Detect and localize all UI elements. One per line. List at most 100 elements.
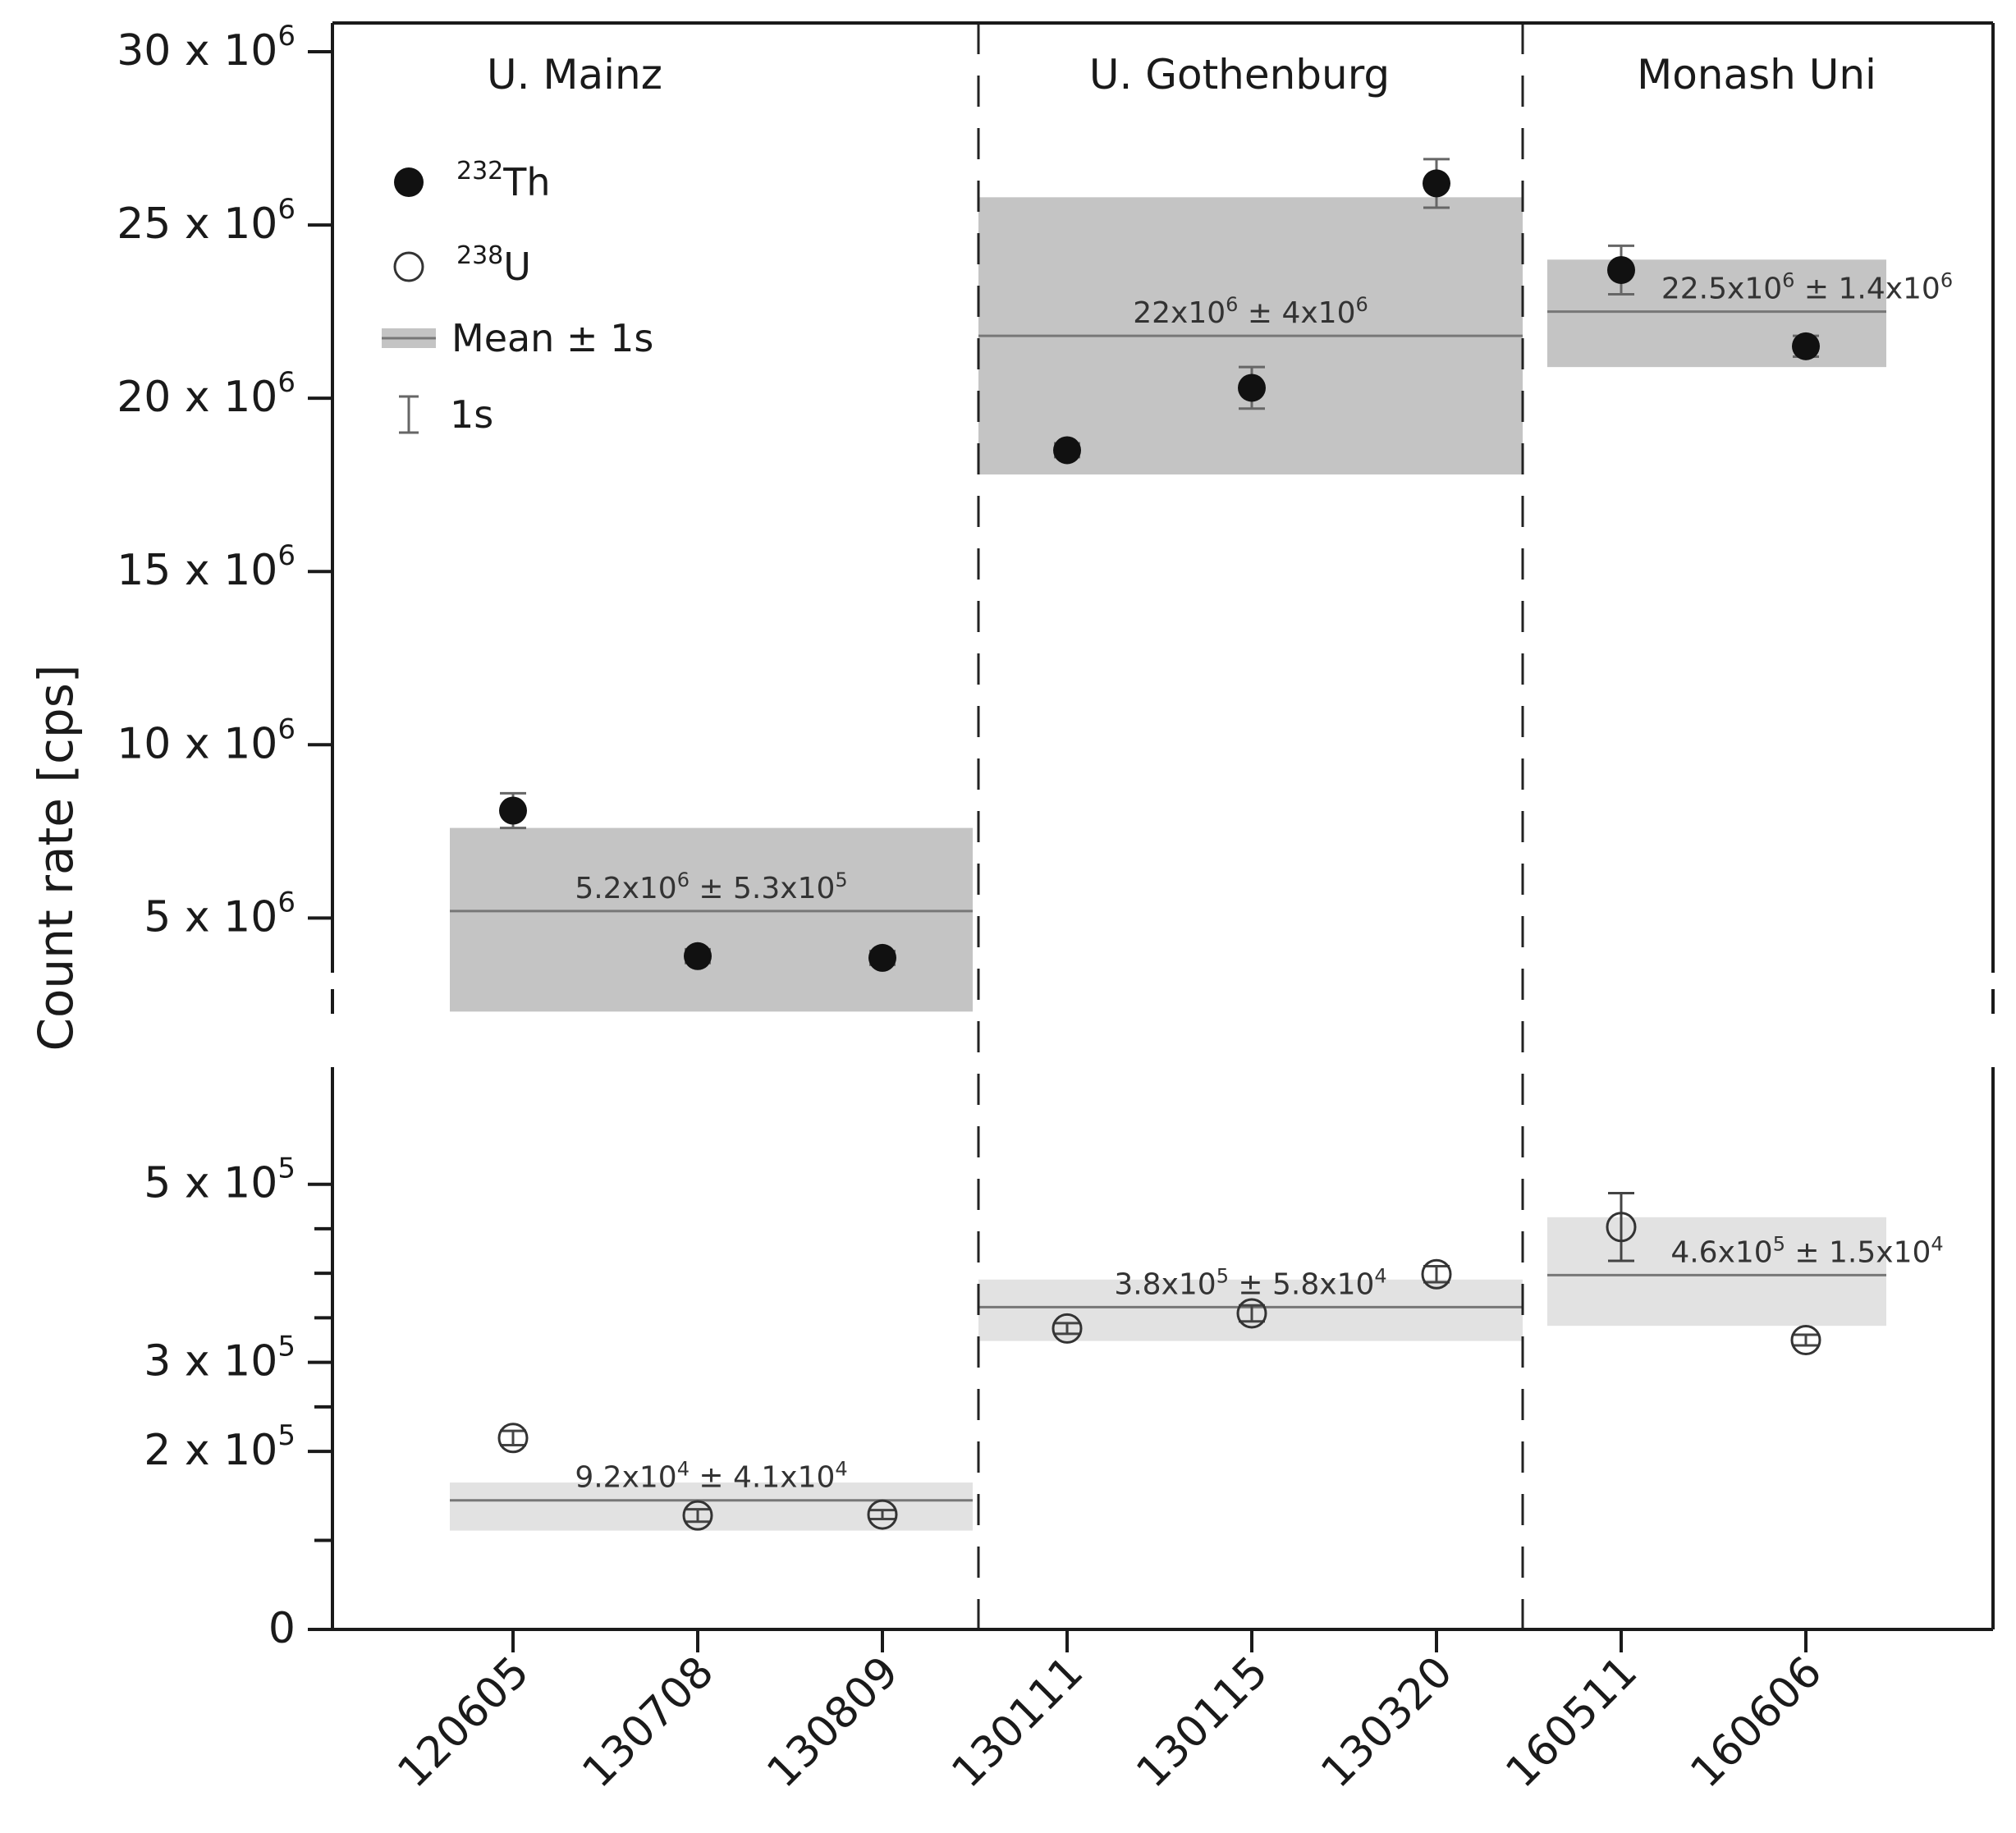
legend-item: 1s (399, 392, 493, 437)
group-label: U. Gothenburg (1089, 51, 1390, 99)
y-tick-label-coef: 10 x 10 (117, 719, 277, 768)
mean-label-mantissa: 4.6x10 (1670, 1235, 1772, 1269)
marker-filled (1423, 169, 1450, 198)
data-point-th-130320 (1423, 158, 1450, 209)
y-tick-label-exp: 6 (277, 713, 296, 745)
mean-label-exp: 4 (677, 1458, 690, 1481)
mean-band (1547, 1217, 1886, 1327)
group-label: Monash Uni (1637, 51, 1876, 99)
marker-filled (1238, 373, 1266, 402)
y-tick-label-exp: 6 (277, 539, 296, 572)
data-point-u-130115 (1236, 1298, 1267, 1329)
mean-band (450, 827, 973, 1012)
mean-label-sd-exp: 6 (1940, 269, 1953, 292)
data-point-th-130809 (868, 943, 896, 972)
mean-label-sd-exp: 6 (1356, 293, 1368, 316)
mean-label-sd-exp: 4 (1931, 1232, 1943, 1255)
y-tick-label: 30 x 106 (117, 20, 296, 76)
y-tick-label-exp: 6 (277, 193, 296, 226)
marker-filled (1053, 436, 1081, 465)
legend-label: 238U (456, 241, 531, 289)
mean-label-mantissa: 9.2x10 (575, 1461, 676, 1495)
legend-symbol-open (393, 251, 424, 282)
x-tick-label: 130115 (1127, 1647, 1277, 1798)
mean-label: 4.6x105 ± 1.5x104 (1670, 1232, 1943, 1269)
legend-item: 232Th (394, 157, 551, 204)
data-point-th-130115 (1238, 365, 1266, 410)
legend: 232Th 238U Mean ± 1s 1s (382, 157, 653, 437)
data-point-u-160511 (1606, 1192, 1637, 1262)
legend-label: 1s (450, 392, 493, 437)
marker-open (867, 1499, 898, 1530)
y-tick-label-coef: 5 x 10 (144, 892, 277, 942)
marker-open (1052, 1313, 1083, 1344)
y-tick-label-coef: 15 x 10 (117, 546, 277, 595)
data-point-th-160511 (1607, 244, 1635, 296)
legend-item: 238U (393, 241, 531, 289)
y-tick-label-exp: 6 (277, 366, 296, 399)
mean-label-mantissa: 22.5x10 (1661, 273, 1782, 306)
legend-label: 232Th (456, 157, 551, 204)
mean-label-mantissa: 22x10 (1133, 296, 1226, 330)
mean-label-exp: 5 (1773, 1232, 1785, 1255)
mean-label-sd: ± 4x10 (1238, 296, 1355, 330)
y-tick-label-coef: 30 x 10 (117, 26, 277, 76)
mean-band (450, 1482, 973, 1531)
y-tick-label-exp: 5 (277, 1331, 296, 1363)
y-axis-label: Count rate [cps] (28, 664, 84, 1051)
y-tick-label-exp: 5 (277, 1152, 296, 1185)
mean-label: 22.5x106 ± 1.4x106 (1661, 269, 1953, 306)
legend-label-text: Mean ± 1s (451, 316, 653, 360)
marker-open (1421, 1258, 1452, 1290)
mean-label-mantissa: 3.8x10 (1114, 1267, 1216, 1301)
legend-item: Mean ± 1s (382, 316, 653, 360)
marker-open (1236, 1298, 1267, 1329)
marker-filled (684, 942, 712, 970)
data-point-u-130111 (1052, 1313, 1083, 1344)
y-tick-label: 2 x 105 (144, 1419, 296, 1475)
data-point-th-130708 (684, 942, 712, 970)
mean-label-exp: 6 (1226, 293, 1238, 316)
legend-label-element: U (503, 245, 531, 289)
marker-filled (1607, 255, 1635, 284)
mean-label-sd-exp: 4 (1374, 1264, 1386, 1287)
mean-label-exp: 6 (1782, 269, 1794, 292)
y-tick-label: 15 x 106 (117, 539, 296, 595)
mean-band (1547, 259, 1886, 368)
y-tick-label-coef: 5 x 10 (144, 1159, 277, 1208)
group-labels-layer: U. Mainz U. Gothenburg Monash Uni (487, 51, 1876, 99)
group-dividers-layer (977, 23, 1524, 1629)
marker-open (497, 1423, 529, 1454)
data-point-u-120605 (497, 1423, 529, 1454)
x-tick-label: 130809 (758, 1647, 908, 1798)
x-tick-label: 130320 (1312, 1647, 1462, 1798)
y-tick-label-exp: 6 (277, 20, 296, 53)
mean-label: 22x106 ± 4x106 (1133, 293, 1368, 330)
mean-label: 5.2x106 ± 5.3x105 (575, 868, 847, 905)
marker-open (682, 1500, 713, 1531)
y-tick-label: 0 (268, 1604, 296, 1653)
plot-frame (331, 21, 1995, 1631)
marker-open (1606, 1212, 1637, 1243)
data-point-th-160606 (1792, 332, 1820, 360)
legend-label-isotope-mass: 238 (456, 241, 503, 270)
y-tick-label-coef: 20 x 10 (117, 373, 277, 422)
mean-label-mantissa: 5.2x10 (575, 872, 676, 905)
x-tick-label: 160606 (1681, 1647, 1831, 1798)
mean-label-sd-exp: 4 (835, 1458, 847, 1481)
mean-label-sd: ± 5.3x10 (690, 872, 835, 905)
mean-label-exp: 6 (677, 868, 690, 891)
x-tick-label: 130708 (573, 1647, 723, 1798)
y-tick-label-coef: 25 x 10 (117, 199, 277, 249)
y-tick-label-coef: 3 x 10 (144, 1337, 277, 1386)
marker-open (1790, 1325, 1821, 1355)
y-tick-label-coef: 0 (268, 1604, 296, 1653)
legend-label: Mean ± 1s (451, 316, 653, 360)
mean-label-sd: ± 4.1x10 (690, 1461, 835, 1495)
marker-filled (1792, 332, 1820, 360)
mean-label-sd: ± 1.4x10 (1794, 273, 1940, 306)
x-tick-label: 120605 (388, 1647, 538, 1798)
